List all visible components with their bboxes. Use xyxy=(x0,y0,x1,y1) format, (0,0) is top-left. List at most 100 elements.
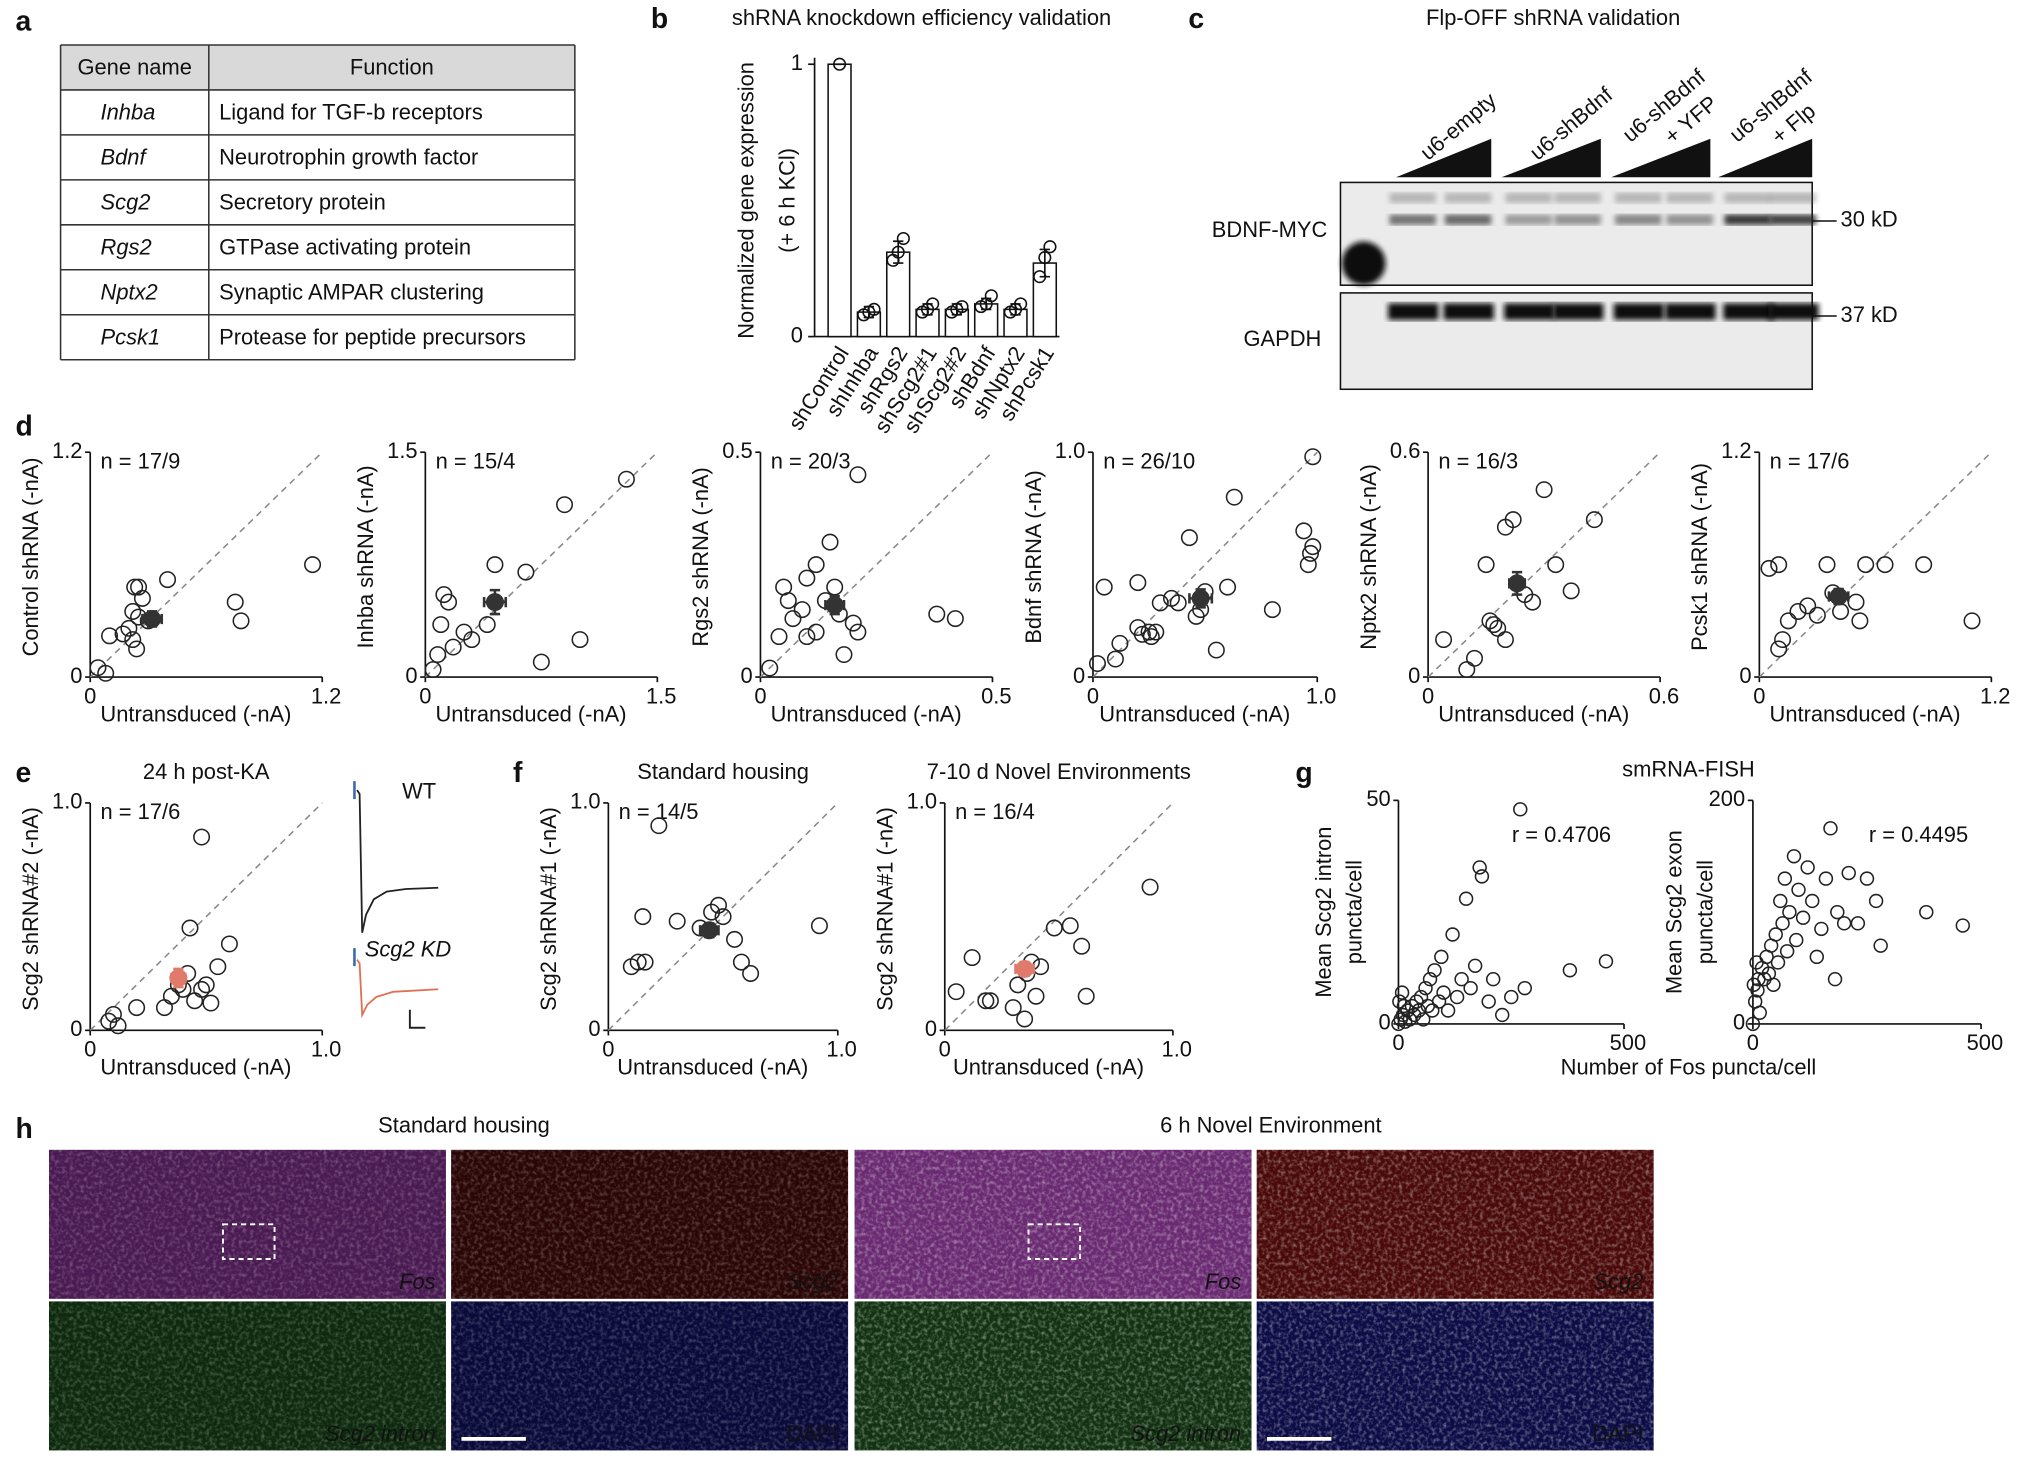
y-axis-label: Normalized gene expression xyxy=(733,62,758,339)
annotation: n = 16/3 xyxy=(1438,448,1518,473)
data-point xyxy=(1768,927,1783,942)
data-point xyxy=(1847,593,1865,611)
data-point xyxy=(1809,949,1825,965)
data-point xyxy=(1841,865,1856,881)
micrograph-texture xyxy=(48,1301,446,1451)
x-tick-label: 1.5 xyxy=(646,683,676,708)
gene-name: Nptx2 xyxy=(101,279,158,304)
channel-label: Fos xyxy=(399,1269,436,1294)
annotation: n = 14/5 xyxy=(619,799,699,824)
data-point xyxy=(429,646,447,664)
data-point xyxy=(1850,916,1866,931)
x-tick-label: 1.0 xyxy=(311,1037,341,1062)
data-point xyxy=(1818,556,1836,574)
data-point xyxy=(1963,612,1981,630)
x-tick-label: 0 xyxy=(84,683,96,708)
band xyxy=(1443,303,1494,320)
data-point xyxy=(1151,594,1169,612)
data-point xyxy=(444,638,462,656)
data-point xyxy=(120,619,138,637)
chart-title: shRNA knockdown efficiency validation xyxy=(732,5,1111,30)
band xyxy=(1769,192,1817,203)
x-tick-label: 500 xyxy=(1610,1030,1647,1055)
data-point xyxy=(1088,655,1106,673)
y-axis-label: Mean Scg2 intron xyxy=(1311,827,1336,998)
data-point xyxy=(891,245,905,259)
data-point xyxy=(1427,963,1442,978)
data-point xyxy=(1445,927,1460,942)
data-point xyxy=(1454,972,1469,987)
data-point xyxy=(532,653,550,671)
x-tick-label: 1.2 xyxy=(311,683,341,708)
data-point xyxy=(193,980,211,998)
channel-label: DAPI xyxy=(787,1421,838,1446)
data-point xyxy=(779,592,797,610)
y-axis-label: Bdnf shRNA (-nA) xyxy=(1021,470,1046,643)
data-point xyxy=(1504,511,1522,529)
blot-row-label: BDNF-MYC xyxy=(1212,217,1328,242)
identity-line xyxy=(1427,451,1661,678)
y-tick-label: 0 xyxy=(1739,663,1751,688)
x-tick-label: 0 xyxy=(1747,1030,1759,1055)
band xyxy=(1613,303,1664,320)
data-point xyxy=(1416,1012,1431,1027)
mean-point xyxy=(1508,574,1527,593)
data-point xyxy=(810,917,828,935)
data-point xyxy=(1077,987,1095,1005)
data-point xyxy=(1868,893,1884,909)
y-axis-label: Pcsk1 shRNA (-nA) xyxy=(1687,463,1712,651)
data-point xyxy=(634,908,652,926)
x-tick-label: 0 xyxy=(939,1037,951,1062)
band xyxy=(1665,303,1716,320)
data-point xyxy=(981,992,999,1010)
data-point xyxy=(1745,1016,1761,1032)
channel-label: Scg2 intron xyxy=(1130,1421,1241,1446)
ladder-band xyxy=(1341,241,1386,286)
y-axis-label: Control shRNA (-nA) xyxy=(18,457,43,656)
x-tick-label: 0 xyxy=(84,1037,96,1062)
gene-name: Pcsk1 xyxy=(101,324,161,349)
panel-label: g xyxy=(1295,756,1312,788)
data-point xyxy=(1458,891,1474,906)
data-point xyxy=(1504,989,1519,1005)
data-point xyxy=(1129,574,1147,592)
data-point xyxy=(784,610,802,628)
micrograph-texture xyxy=(854,1149,1252,1299)
data-point xyxy=(1465,649,1484,667)
data-point xyxy=(1474,869,1490,884)
y-axis-label: puncta/cell xyxy=(1692,860,1717,964)
data-point xyxy=(181,919,199,937)
identity-line xyxy=(1092,451,1318,678)
mean-point xyxy=(485,593,504,612)
data-point xyxy=(1789,932,1804,948)
data-point xyxy=(1027,987,1045,1005)
dose-wedge xyxy=(1718,138,1813,178)
data-point xyxy=(1805,893,1820,909)
data-point xyxy=(1795,910,1811,925)
micrograph-texture xyxy=(451,1301,849,1451)
annotation: n = 17/6 xyxy=(101,799,181,824)
gene-name: Scg2 xyxy=(101,189,151,214)
table-header-bg xyxy=(60,44,575,90)
y-tick-label: 0 xyxy=(741,663,753,688)
data-point xyxy=(849,623,867,641)
mean-point xyxy=(1829,587,1848,606)
data-point xyxy=(209,958,227,976)
data-point xyxy=(1857,556,1875,574)
data-point xyxy=(432,616,450,634)
panel-label: d xyxy=(15,409,32,441)
data-point xyxy=(1304,448,1322,466)
bar xyxy=(827,63,852,338)
y-axis-label: (+ 6 h KCl) xyxy=(775,148,800,253)
data-point xyxy=(1180,529,1198,547)
data-point xyxy=(1043,240,1057,254)
data-point xyxy=(1407,1007,1422,1023)
data-point xyxy=(1225,488,1243,506)
data-point xyxy=(955,300,969,314)
data-point xyxy=(1394,985,1410,1000)
data-point xyxy=(1485,616,1503,634)
data-point xyxy=(844,614,862,632)
data-point xyxy=(984,289,998,303)
panel-label: h xyxy=(15,1112,32,1144)
